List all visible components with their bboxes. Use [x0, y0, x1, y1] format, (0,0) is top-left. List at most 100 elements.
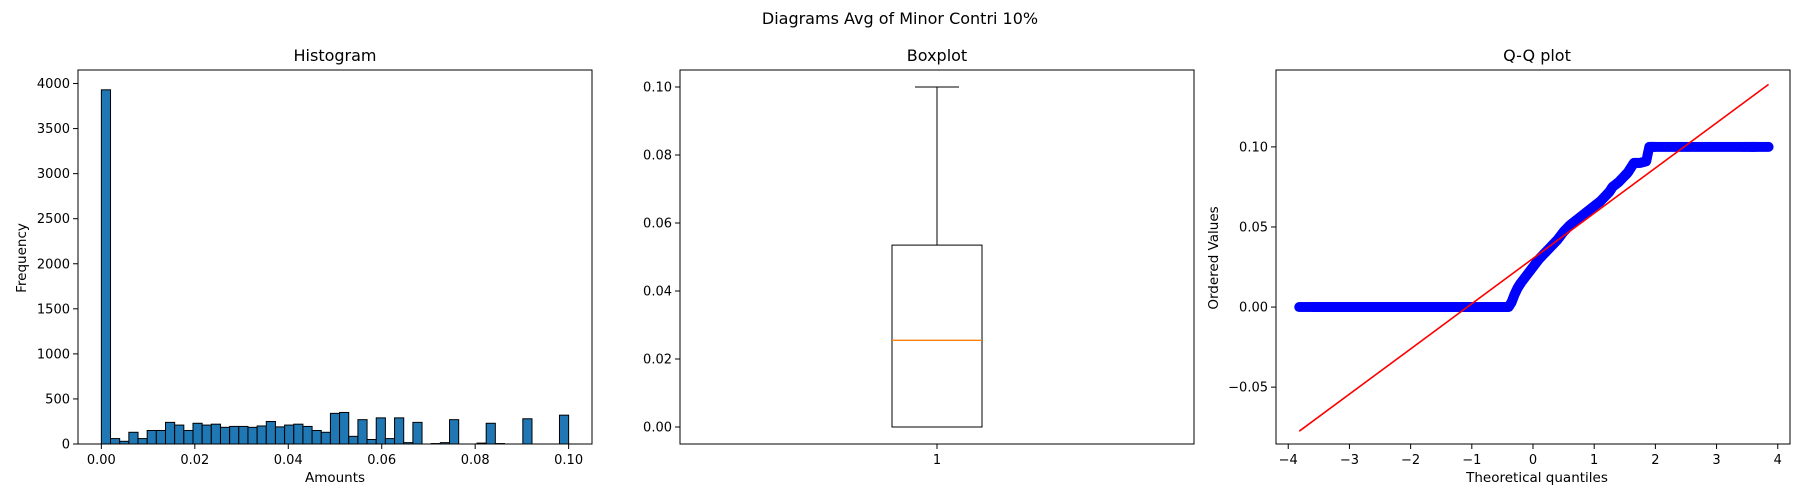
- histogram-bar: [394, 417, 405, 445]
- histogram-y-tick-label: 3000: [37, 167, 70, 182]
- qq-plot-point: [1763, 141, 1774, 152]
- figure-suptitle: Diagrams Avg of Minor Contri 10%: [762, 9, 1038, 28]
- histogram-bar: [238, 425, 249, 445]
- histogram-x-tick-label: 0.00: [87, 453, 116, 468]
- qq-plot-panel: Q-Q plot −4 −3 −2 −1 0 1 2 3 4 −0.05 0.00 0.05 0.10…: [1206, 46, 1791, 486]
- histogram-bar: [247, 426, 258, 445]
- histogram-title: Histogram: [294, 46, 377, 65]
- boxplot-panel: Boxplot 1 0.00 0.02 0.04 0.06 0.08 0.10: [643, 46, 1195, 468]
- histogram-bar: [100, 89, 112, 445]
- histogram-bar: [522, 418, 533, 445]
- histogram-x-tick-label: 0.06: [367, 453, 396, 468]
- qq-plot-x-tick-label: 2: [1651, 453, 1659, 468]
- histogram-bar: [320, 431, 331, 445]
- histogram-bar: [128, 431, 139, 445]
- histogram-y-tick-label: 2000: [37, 257, 70, 272]
- histogram-bar: [155, 429, 166, 445]
- histogram-bar: [137, 438, 148, 445]
- histogram-y-tick-label: 1000: [37, 347, 70, 362]
- histogram-bar: [265, 420, 276, 445]
- histogram-bar: [274, 426, 286, 445]
- histogram-bar: [348, 435, 359, 445]
- boxplot-y-ticks: 0.00 0.02 0.04 0.06 0.08 0.10: [643, 81, 680, 436]
- qq-plot-x-tick-label: −2: [1401, 453, 1420, 468]
- histogram-bar: [329, 412, 341, 445]
- boxplot-y-tick-label: 0.08: [643, 149, 672, 164]
- histogram-bar: [339, 411, 350, 445]
- histogram-bar: [311, 429, 322, 445]
- histogram-bar: [110, 438, 121, 445]
- qq-plot-reference-line: [1298, 83, 1770, 432]
- boxplot-y-tick-label: 0.06: [643, 217, 672, 232]
- histogram-panel: Histogram 0.00 0.02 0.04 0.06 0.08 0.10 0 500 1…: [14, 46, 593, 486]
- histogram-bar: [284, 424, 295, 445]
- histogram-bar: [412, 421, 423, 445]
- histogram-bar: [293, 423, 304, 445]
- qq-plot-x-tick-label: 0: [1529, 453, 1537, 468]
- boxplot-x-tick-label: 1: [933, 453, 941, 468]
- histogram-bar: [485, 422, 496, 445]
- boxplot-y-tick-label: 0.10: [643, 81, 672, 96]
- qq-plot-y-ticks: −0.05 0.00 0.05 0.10: [1228, 140, 1276, 396]
- histogram-bar: [164, 421, 176, 445]
- histogram-bar: [201, 424, 212, 445]
- histogram-bar: [375, 417, 386, 445]
- histogram-x-tick-label: 0.04: [274, 453, 303, 468]
- histogram-y-tick-label: 1500: [37, 302, 70, 317]
- boxplot-axes-frame: [679, 69, 1195, 445]
- boxplot-title: Boxplot: [907, 46, 967, 65]
- qq-plot-axes-frame: [1275, 69, 1791, 445]
- qq-plot-y-tick-label: 0.00: [1239, 301, 1268, 316]
- histogram-y-tick-label: 4000: [37, 77, 70, 92]
- histogram-y-label: Frequency: [14, 223, 30, 293]
- histogram-x-tick-label: 0.08: [461, 453, 490, 468]
- boxplot-box: [891, 244, 983, 428]
- histogram-bar: [174, 424, 185, 445]
- histogram-bar: [183, 429, 194, 445]
- qq-plot-y-tick-label: 0.10: [1239, 140, 1268, 155]
- histogram-axes-frame: [77, 69, 593, 445]
- histogram-bar: [192, 422, 203, 445]
- histogram-y-tick-label: 500: [45, 392, 70, 407]
- histogram-y-ticks: 0 500 1000 1500 2000 2500 3000 3500 4000: [37, 77, 78, 453]
- histogram-bar: [302, 425, 313, 445]
- histogram-x-label: Amounts: [305, 470, 365, 486]
- qq-plot-y-tick-label: −0.05: [1228, 381, 1268, 396]
- qq-plot-x-tick-label: −1: [1462, 453, 1481, 468]
- histogram-bars: [100, 89, 570, 445]
- boxplot-box-group: [891, 86, 983, 428]
- qq-plot-y-tick-label: 0.05: [1239, 220, 1268, 235]
- boxplot-y-tick-label: 0.02: [643, 353, 672, 368]
- histogram-bar: [366, 438, 377, 445]
- qq-plot-x-ticks: −4 −3 −2 −1 0 1 2 3 4: [1279, 444, 1782, 468]
- qq-plot-x-tick-label: 4: [1774, 453, 1782, 468]
- histogram-x-tick-label: 0.10: [554, 453, 583, 468]
- qq-plot-title: Q-Q plot: [1503, 46, 1571, 65]
- histogram-y-tick-label: 2500: [37, 212, 70, 227]
- histogram-y-tick-label: 0: [62, 438, 70, 453]
- qq-plot-x-tick-label: 1: [1590, 453, 1598, 468]
- qq-plot-fit-line: [1298, 83, 1770, 432]
- boxplot-y-tick-label: 0.00: [643, 421, 672, 436]
- qq-plot-x-tick-label: −3: [1340, 453, 1359, 468]
- histogram-bar: [229, 425, 240, 445]
- boxplot-x-ticks: 1: [933, 444, 941, 468]
- histogram-bar: [256, 425, 267, 445]
- qq-plot-points: [1294, 141, 1774, 313]
- qq-plot-x-tick-label: 3: [1712, 453, 1720, 468]
- qq-plot-x-label: Theoretical quantiles: [1465, 470, 1608, 486]
- histogram-x-ticks: 0.00 0.02 0.04 0.06 0.08 0.10: [87, 444, 583, 468]
- histogram-bar: [384, 438, 396, 445]
- boxplot-y-tick-label: 0.04: [643, 285, 672, 300]
- histogram-bar: [558, 414, 570, 445]
- qq-plot-y-label: Ordered Values: [1206, 206, 1222, 309]
- histogram-bar: [449, 419, 460, 445]
- qq-plot-x-tick-label: −4: [1279, 453, 1298, 468]
- histogram-x-tick-label: 0.02: [180, 453, 209, 468]
- histogram-bar: [357, 419, 368, 445]
- histogram-bar: [146, 429, 157, 445]
- histogram-bar: [219, 426, 231, 445]
- histogram-y-tick-label: 3500: [37, 122, 70, 137]
- histogram-bar: [210, 423, 221, 445]
